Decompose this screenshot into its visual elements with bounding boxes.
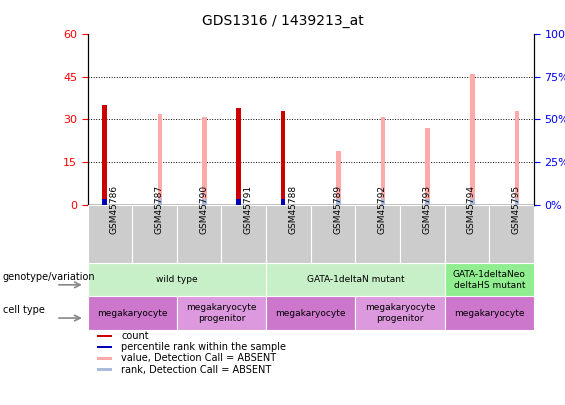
Bar [425,199,430,205]
Text: GSM45790: GSM45790 [199,185,208,234]
Text: GDS1316 / 1439213_at: GDS1316 / 1439213_at [202,14,363,28]
Bar [425,128,430,205]
Text: GATA-1deltaNeo
deltaHS mutant: GATA-1deltaNeo deltaHS mutant [453,270,525,290]
Text: megakaryocyte: megakaryocyte [97,309,167,318]
Bar [470,74,475,205]
Text: GATA-1deltaN mutant: GATA-1deltaN mutant [307,275,404,284]
Bar [221,205,266,263]
Text: GSM45793: GSM45793 [422,185,431,234]
Text: GSM45791: GSM45791 [244,185,253,234]
Text: value, Detection Call = ABSENT: value, Detection Call = ABSENT [121,354,276,363]
Text: cell type: cell type [3,305,45,315]
Bar [132,205,177,263]
Bar [281,199,285,205]
Bar [266,296,355,330]
Bar [97,335,112,337]
Bar [470,199,475,205]
Bar [88,296,177,330]
Text: megakaryocyte: megakaryocyte [276,309,346,318]
Bar [236,108,241,205]
Bar [177,205,221,263]
Bar [97,346,112,348]
Bar [97,369,112,371]
Text: percentile rank within the sample: percentile rank within the sample [121,342,286,352]
Bar [311,205,355,263]
Bar [445,263,534,296]
Bar [202,199,207,205]
Text: GSM45787: GSM45787 [155,185,163,234]
Bar [88,263,266,296]
Bar [355,205,400,263]
Text: megakaryocyte
progenitor: megakaryocyte progenitor [365,303,435,323]
Bar [515,111,519,205]
Bar [445,205,489,263]
Bar [97,357,112,360]
Text: genotype/variation: genotype/variation [3,271,95,281]
Bar [266,205,311,263]
Bar [202,117,207,205]
Text: count: count [121,331,149,341]
Bar [445,296,534,330]
Bar [336,199,341,205]
Text: megakaryocyte: megakaryocyte [454,309,524,318]
Text: GSM45792: GSM45792 [377,185,386,234]
Text: GSM45789: GSM45789 [333,185,342,234]
Bar [400,205,445,263]
Bar [381,199,385,205]
Text: GSM45795: GSM45795 [511,185,520,234]
Text: GSM45786: GSM45786 [110,185,119,234]
Bar [489,205,534,263]
Bar [355,296,445,330]
Bar [266,263,445,296]
Bar [102,199,107,205]
Bar [381,117,385,205]
Bar [177,296,266,330]
Text: megakaryocyte
progenitor: megakaryocyte progenitor [186,303,257,323]
Bar [281,111,285,205]
Bar [88,205,132,263]
Text: wild type: wild type [156,275,198,284]
Text: GSM45794: GSM45794 [467,185,476,234]
Bar [236,199,241,205]
Bar [158,199,162,205]
Bar [158,114,162,205]
Bar [102,105,107,205]
Text: GSM45788: GSM45788 [288,185,297,234]
Text: rank, Detection Call = ABSENT: rank, Detection Call = ABSENT [121,364,271,375]
Bar [515,199,519,205]
Bar [336,151,341,205]
